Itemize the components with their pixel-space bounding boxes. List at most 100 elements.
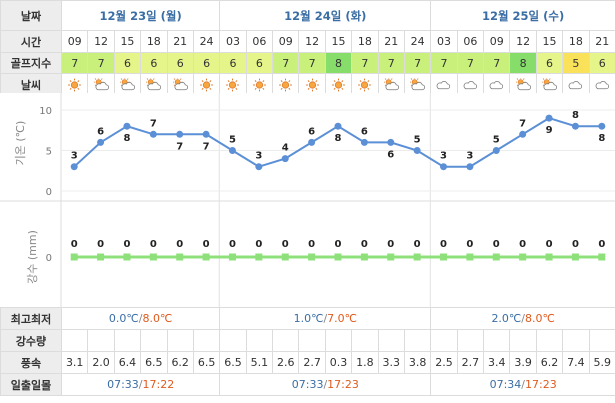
golf-index-cell: 6	[588, 52, 615, 74]
hour-cell: 15	[113, 30, 142, 53]
precipitation-point	[440, 253, 448, 261]
hour-cell: 12	[509, 30, 537, 53]
temperature-point	[519, 130, 527, 138]
precip-axis-label: 강수 (mm)	[26, 230, 39, 284]
wind-speed-cell: 6.5	[219, 351, 247, 374]
temp-axis-label: 기온 (℃)	[14, 121, 27, 166]
golf-index-cell: 7	[272, 52, 300, 74]
golf-index-cell: 6	[245, 52, 274, 74]
time-row: 시간 09 12 15 18 21 24 03 06 09 12 15 18 21 24 03 06 09 12 1…	[0, 30, 615, 53]
precipitation-point	[123, 253, 131, 261]
y-tick-label: 5	[46, 147, 52, 158]
wind-speed-cell: 3.8	[403, 351, 432, 374]
temperature-point	[70, 163, 78, 171]
temperature-value-label: 7	[203, 141, 210, 152]
golf-index-cell: 7	[456, 52, 485, 74]
temperature-value-label: 6	[308, 126, 315, 137]
wind-speed-cell: 6.5	[192, 351, 221, 374]
min-temp: 1.0℃	[293, 312, 324, 325]
golf-index-cell: 6	[219, 52, 247, 74]
temperature-value-label: 8	[598, 133, 605, 144]
temperature-value-label: 7	[176, 141, 183, 152]
temperature-point	[308, 138, 316, 146]
hour-cell: 09	[272, 30, 300, 53]
precipitation-value-label: 0	[229, 239, 236, 250]
precipitation-value-label: 0	[150, 239, 157, 250]
wind-speed-cell: 6.5	[140, 351, 168, 374]
precipitation-point	[413, 253, 421, 261]
precipitation-value-label: 0	[335, 239, 342, 250]
temperature-point	[571, 122, 579, 130]
partly-cloudy-icon	[515, 78, 531, 91]
hour-cell: 15	[535, 30, 564, 53]
separator: /	[138, 312, 143, 325]
wind-speed-cell: 3.3	[377, 351, 405, 374]
hour-cell: 12	[298, 30, 326, 53]
precip-amount-cell	[245, 329, 274, 352]
wind-speed-cell: 2.6	[272, 351, 300, 374]
temperature-value-label: 4	[282, 143, 289, 154]
hour-cell: 03	[219, 30, 247, 53]
precipitation-point	[545, 253, 553, 261]
precip-amount-cell	[113, 329, 142, 352]
temperature-value-label: 3	[71, 151, 78, 162]
precipitation-point	[228, 253, 236, 261]
partly-cloudy-icon	[119, 78, 135, 91]
precipitation-value-label: 0	[387, 239, 394, 250]
sunrise-sunset-cell: 07:34/17:23	[430, 373, 615, 396]
golf-index-cell: 7	[483, 52, 511, 74]
sun-icon	[357, 78, 372, 92]
golf-index-cell: 7	[403, 52, 432, 74]
sunrise-time: 07:33	[291, 378, 324, 391]
temperature-point	[176, 130, 184, 138]
precip-amount-cell	[298, 329, 326, 352]
hour-cell: 03	[430, 30, 458, 53]
sunset-time: 17:23	[525, 378, 557, 391]
precip-amount-cell	[588, 329, 615, 352]
golf-index-label: 골프지수	[0, 52, 62, 74]
wind-speed-cell: 3.1	[60, 351, 89, 374]
temperature-value-label: 8	[335, 133, 342, 144]
partly-cloudy-icon	[172, 78, 188, 91]
precipitation-value-label: 0	[598, 239, 605, 250]
forecast-header-table: 날짜 12월 23일 (월) 12월 24일 (화) 12월 25일 (수) 시간 …	[0, 0, 615, 97]
cloud-icon	[436, 78, 451, 91]
temperature-point	[598, 122, 606, 130]
temperature-point	[255, 163, 263, 171]
hour-cell: 06	[456, 30, 485, 53]
precip-amount-cell	[377, 329, 405, 352]
wind-speed-cell: 3.4	[483, 351, 511, 374]
temperature-value-label: 5	[414, 135, 421, 146]
cloud-icon	[463, 78, 478, 91]
precipitation-value-label: 0	[466, 239, 473, 250]
precipitation-point	[70, 253, 78, 261]
forecast-summary-table: 최고최저 0.0℃/8.0℃ 1.0℃/7.0℃ 2.0℃/8.0℃ 강수량 풍속 …	[0, 307, 615, 396]
precip-amount-row: 강수량	[0, 329, 615, 352]
golf-index-cell: 6	[166, 52, 194, 74]
temperature-point	[413, 147, 421, 154]
day-header: 12월 25일 (수)	[430, 0, 615, 31]
precipitation-point	[571, 253, 579, 261]
sun-icon	[225, 78, 240, 92]
hour-cell: 18	[562, 30, 590, 53]
wind-speed-cell: 1.8	[351, 351, 379, 374]
temperature-value-label: 3	[440, 151, 447, 162]
precip-amount-cell	[430, 329, 458, 352]
temperature-chart: 0 5 10 3 6 8 7 7 7 5 3 4 6 8 6 6 5 3 3 5 7 9 8 8	[39, 93, 615, 307]
temperature-value-label: 9	[546, 125, 553, 136]
partly-cloudy-icon	[146, 78, 162, 91]
temperature-value-label: 5	[229, 135, 236, 146]
hour-cell: 21	[166, 30, 194, 53]
precipitation-value-label: 0	[546, 239, 553, 250]
temperature-point	[228, 147, 236, 154]
hour-cell: 09	[483, 30, 511, 53]
hour-cell: 18	[140, 30, 168, 53]
wind-speed-row: 풍속 3.1 2.0 6.4 6.5 6.2 6.5 6.5 5.1 2.6 2.7 0.3 1.8 3…	[0, 351, 615, 374]
partly-cloudy-icon	[410, 78, 426, 91]
temperature-value-label: 5	[493, 135, 500, 146]
sunrise-sunset-cell: 07:33/17:22	[60, 373, 221, 396]
y-tick-label: 0	[46, 253, 52, 264]
temperature-point	[202, 130, 210, 138]
precipitation-point	[334, 253, 342, 261]
